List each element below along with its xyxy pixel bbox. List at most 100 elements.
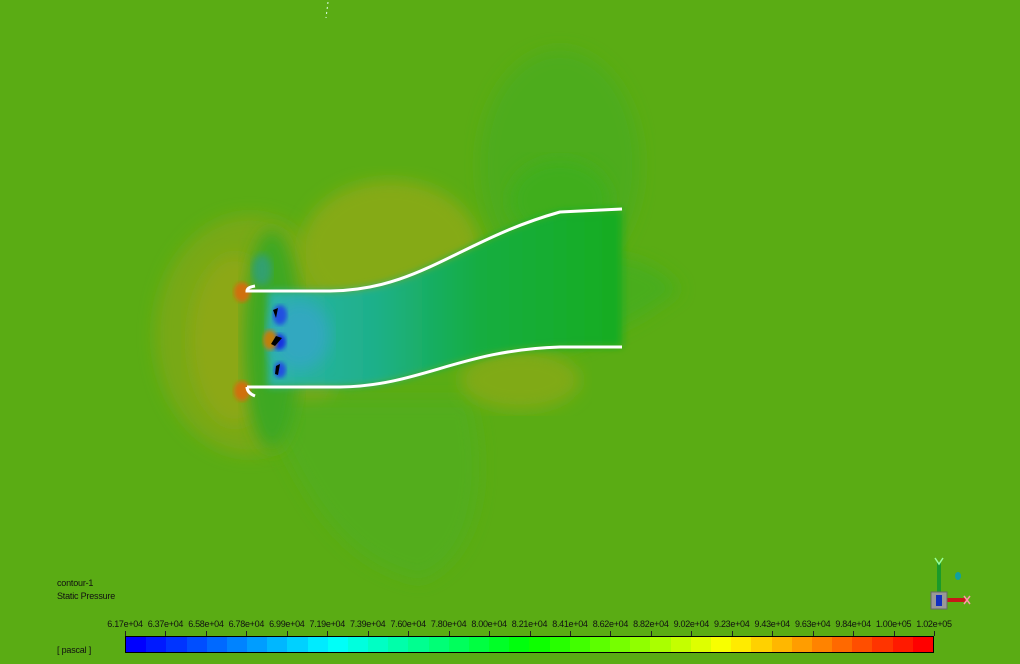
pressure-contours bbox=[155, 50, 680, 580]
colorbar-tick-label: 7.19e+04 bbox=[309, 619, 346, 629]
colorbar-tick-label: 9.23e+04 bbox=[714, 619, 750, 629]
legend-title: contour-1 bbox=[57, 578, 94, 588]
blade-1 bbox=[273, 308, 278, 318]
colorbar-band bbox=[347, 637, 369, 652]
blade-2 bbox=[271, 336, 282, 346]
colorbar-band bbox=[912, 637, 933, 652]
contour-lower-plume bbox=[260, 400, 480, 580]
colorbar-band bbox=[226, 637, 248, 652]
colorbar-band bbox=[852, 637, 873, 652]
legend-variable: Static Pressure bbox=[57, 591, 116, 601]
colorbar-tick-mark bbox=[205, 631, 207, 636]
colorbar-tick-mark bbox=[691, 631, 693, 636]
colorbar-band bbox=[771, 637, 792, 652]
colorbar-band bbox=[710, 637, 732, 652]
colorbar-band bbox=[811, 637, 833, 652]
colorbar-band bbox=[549, 637, 570, 652]
colorbar-tick-label: 9.84e+04 bbox=[835, 619, 871, 629]
colorbar-tick-label: 6.78e+04 bbox=[228, 619, 265, 629]
colorbar-band bbox=[146, 637, 167, 652]
colorbar-tick-mark bbox=[408, 631, 410, 636]
colorbar-tick-label: 8.41e+04 bbox=[552, 619, 588, 629]
colorbar-tick-label: 7.39e+04 bbox=[349, 619, 386, 629]
colorbar-band bbox=[247, 637, 268, 652]
colorbar-tick-label: 9.63e+04 bbox=[794, 619, 831, 629]
upper-wall bbox=[245, 207, 623, 293]
colorbar-tick-label: 7.60e+04 bbox=[390, 619, 426, 629]
colorbar-band bbox=[448, 637, 469, 652]
colorbar-band bbox=[650, 637, 671, 652]
xyz-axis-triad-icon[interactable] bbox=[918, 556, 978, 616]
colorbar-tick-mark bbox=[569, 631, 571, 636]
colorbar-band bbox=[589, 637, 611, 652]
lower-wall bbox=[245, 345, 622, 398]
colorbar-tick-label: 6.58e+04 bbox=[188, 619, 224, 629]
colorbar bbox=[125, 636, 934, 653]
colorbar-band bbox=[731, 637, 752, 652]
colorbar-tick-mark bbox=[772, 631, 774, 636]
colorbar-tick-label: 1.02e+05 bbox=[916, 619, 952, 629]
colorbar-band bbox=[791, 637, 812, 652]
contour-high-spot-3 bbox=[234, 381, 250, 401]
colorbar-tick-label: 8.62e+04 bbox=[592, 619, 629, 629]
colorbar-tick-mark bbox=[812, 631, 814, 636]
duct-walls bbox=[245, 207, 623, 398]
colorbar-band bbox=[529, 637, 550, 652]
colorbar-tick-mark bbox=[448, 631, 450, 636]
colorbar-band bbox=[832, 637, 853, 652]
colorbar-tick-mark bbox=[893, 631, 895, 636]
colorbar-band bbox=[267, 637, 288, 652]
colorbar-tick-mark bbox=[246, 631, 248, 636]
colorbar-tick-mark bbox=[731, 631, 733, 636]
legend-unit: [ pascal ] bbox=[57, 645, 92, 655]
colorbar-band bbox=[751, 637, 772, 652]
colorbar-band bbox=[892, 637, 913, 652]
colorbar-tick-mark bbox=[489, 631, 491, 636]
colorbar-band bbox=[287, 637, 308, 652]
colorbar-tick-mark bbox=[610, 631, 612, 636]
contour-low-spot-upper bbox=[252, 254, 272, 286]
colorbar-tick-mark bbox=[853, 631, 855, 636]
colorbar-band bbox=[166, 637, 187, 652]
colorbar-tick-mark bbox=[367, 631, 369, 636]
colorbar-band bbox=[307, 637, 328, 652]
blade-3 bbox=[275, 364, 280, 375]
colorbar-band bbox=[368, 637, 389, 652]
stray-mark bbox=[325, 1, 329, 19]
colorbar-tick-mark bbox=[327, 631, 329, 636]
colorbar-band bbox=[468, 637, 490, 652]
colorbar-band bbox=[630, 637, 651, 652]
contour-high-spot-1 bbox=[234, 282, 250, 302]
colorbar-tick-mark bbox=[650, 631, 652, 636]
colorbar-tick-mark bbox=[125, 631, 126, 636]
colorbar-tick-label: 7.80e+04 bbox=[430, 619, 467, 629]
colorbar-tick-label: 9.43e+04 bbox=[754, 619, 790, 629]
colorbar-band bbox=[126, 637, 147, 652]
colorbar-band bbox=[569, 637, 590, 652]
colorbar-tick-mark bbox=[286, 631, 288, 636]
colorbar-tick-mark bbox=[165, 631, 167, 636]
colorbar-tick-mark bbox=[529, 631, 531, 636]
colorbar-band bbox=[327, 637, 348, 652]
colorbar-tick-mark bbox=[934, 631, 935, 636]
colorbar-tick-label: 8.21e+04 bbox=[511, 619, 548, 629]
colorbar-tick-label: 6.17e+04 bbox=[107, 619, 143, 629]
colorbar-tick-label: 6.37e+04 bbox=[147, 619, 184, 629]
colorbar-band bbox=[206, 637, 227, 652]
colorbar-tick-label: 1.00e+05 bbox=[875, 619, 912, 629]
colorbar-band bbox=[690, 637, 711, 652]
colorbar-band bbox=[872, 637, 893, 652]
colorbar-band bbox=[186, 637, 207, 652]
colorbar-tick-label: 8.82e+04 bbox=[633, 619, 669, 629]
colorbar-band bbox=[610, 637, 631, 652]
contour-lower-exterior bbox=[460, 350, 580, 410]
colorbar-band bbox=[670, 637, 691, 652]
colorbar-tick-label: 8.00e+04 bbox=[471, 619, 507, 629]
contour-duct-interior bbox=[268, 209, 622, 387]
colorbar-band bbox=[489, 637, 510, 652]
colorbar-band bbox=[509, 637, 530, 652]
colorbar-band bbox=[428, 637, 449, 652]
colorbar-band bbox=[388, 637, 409, 652]
colorbar-tick-label: 6.99e+04 bbox=[269, 619, 305, 629]
